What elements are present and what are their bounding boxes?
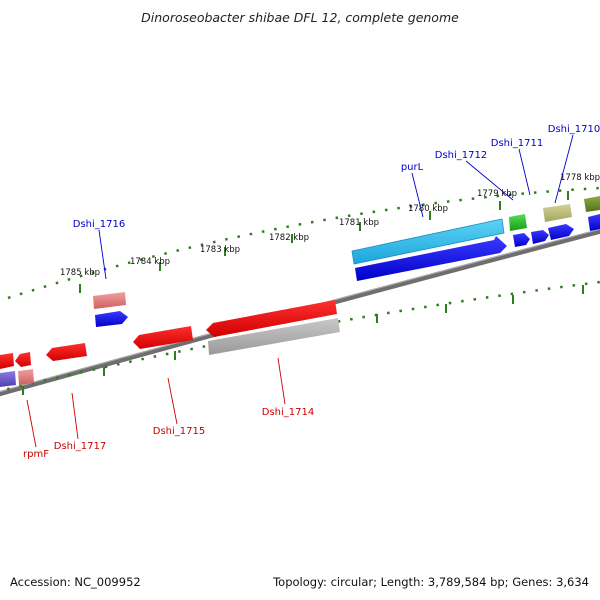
upper-major-ticks — [79, 191, 569, 293]
tick-label-1782: 1782 kbp — [269, 233, 309, 243]
dshi-1716-feature[interactable] — [93, 292, 126, 309]
left-edge-feature[interactable] — [0, 371, 16, 387]
gene-label-dshi-1711[interactable]: Dshi_1711 — [491, 138, 543, 149]
lower-leader-lines — [26, 357, 286, 448]
gene-label-dshi-1716[interactable]: Dshi_1716 — [73, 219, 125, 230]
accession-text: Accession: NC_009952 — [10, 575, 141, 589]
gene-label-dshi-1714[interactable]: Dshi_1714 — [262, 407, 314, 418]
upper-leader-lines — [98, 134, 574, 280]
dshi-1711-feature[interactable] — [543, 204, 572, 222]
map-title: Dinoroseobacter shibae DFL 12, complete … — [141, 10, 459, 25]
tick-label-1781: 1781 kbp — [339, 218, 379, 228]
tick-label-1784: 1784 kbp — [130, 257, 170, 267]
tick-label-1783: 1783 kbp — [200, 245, 240, 255]
purl-feature[interactable] — [351, 218, 505, 265]
dshi-1715-cds[interactable] — [133, 326, 193, 349]
gene-label-purl[interactable]: purL — [401, 162, 424, 173]
dshi-1712-cds[interactable] — [513, 233, 530, 247]
gene-label-dshi-1712[interactable]: Dshi_1712 — [435, 150, 487, 161]
rpmf-feature[interactable] — [18, 369, 34, 385]
tick-label-1778: 1778 kbp — [560, 173, 600, 183]
purl-cds[interactable] — [355, 236, 507, 281]
dshi-1711-cds[interactable] — [531, 230, 549, 244]
gene-label-dshi-1715[interactable]: Dshi_1715 — [153, 426, 205, 437]
upper-scale-ruler — [7, 186, 600, 300]
dshi-1712-feature[interactable] — [509, 214, 527, 231]
rpmf-cds[interactable] — [15, 352, 31, 367]
tick-label-1780: 1780 kbp — [408, 204, 448, 214]
topology-text: Topology: circular; Length: 3,789,584 bp… — [272, 575, 589, 589]
gene-label-dshi-1710[interactable]: Dshi_1710 — [548, 124, 600, 135]
tick-label-1779: 1779 kbp — [477, 189, 517, 199]
left-edge-cds[interactable] — [0, 353, 14, 369]
dshi-1709-feature[interactable] — [584, 196, 600, 212]
dshi-1714-feature[interactable] — [208, 318, 340, 355]
dshi-1717-cds[interactable] — [46, 343, 87, 361]
dshi-1714-cds[interactable] — [206, 300, 337, 337]
gene-label-rpmf[interactable]: rpmF — [23, 449, 49, 460]
gene-label-dshi-1717[interactable]: Dshi_1717 — [54, 441, 106, 452]
dshi-1709-cds[interactable] — [588, 214, 600, 231]
dshi-1716-cds[interactable] — [95, 311, 128, 327]
tick-label-1785: 1785 kbp — [60, 268, 100, 278]
dshi-1710-cds[interactable] — [548, 224, 574, 240]
